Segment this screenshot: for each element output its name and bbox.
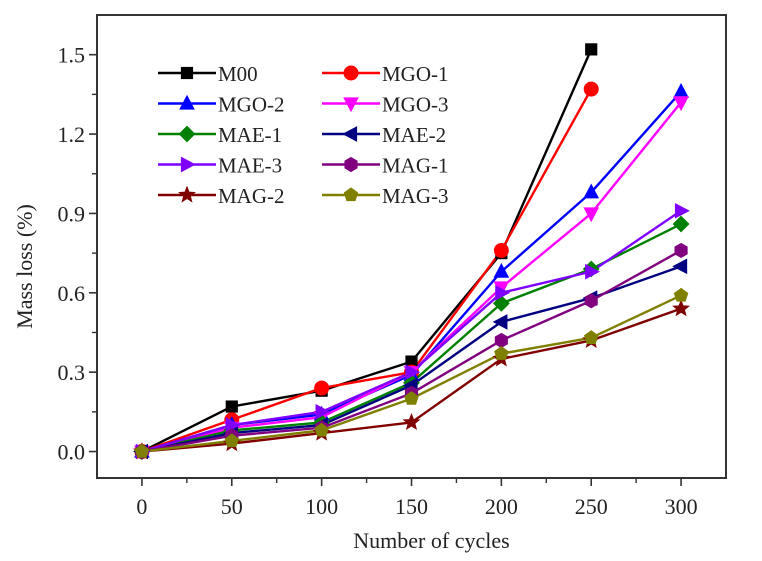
y-axis-title: Mass loss (%) [12,204,37,329]
legend-marker [180,66,194,80]
y-tick-label: 1.5 [58,43,86,68]
x-axis-title: Number of cycles [353,528,509,553]
data-point-mgo-1 [314,380,330,396]
legend-label: MGO-2 [218,93,285,117]
legend-item-m00: M00 [158,62,258,86]
legend-marker [180,156,196,173]
data-point-m00 [225,400,238,413]
legend-item-mae-2: MAE-2 [322,123,446,147]
data-point-mae-3 [405,364,421,380]
data-point-mag-3 [404,391,419,405]
x-tick-label: 100 [305,494,338,519]
data-point-mag-1 [584,293,598,309]
legend-marker [178,185,196,203]
data-point-mag-3 [673,287,689,302]
data-point-m00 [585,43,598,56]
legend-label: MGO-3 [382,93,449,117]
data-point-mag-3 [314,422,329,437]
legend-item-mgo-1: MGO-1 [322,62,449,86]
legend-label: MAE-1 [218,123,282,147]
y-tick-label: 0.6 [58,281,86,306]
data-point-mgo-1 [583,81,599,97]
legend-item-mgo-3: MGO-3 [322,93,449,117]
data-point-mae-3 [585,263,600,280]
legend-marker [342,126,358,142]
data-point-mgo-2 [583,183,600,199]
data-point-mae-2 [492,314,508,330]
data-point-mag-3 [224,433,240,448]
series-line-mgo-1 [141,88,593,453]
legend-item-mae-1: MAE-1 [158,123,282,147]
x-tick-label: 150 [395,494,428,519]
legend-label: MAG-3 [382,184,449,208]
data-point-mag-3 [134,443,150,458]
series-line-m00 [141,48,593,453]
data-point-mgo-3 [583,207,600,223]
legend-label: MAG-1 [382,154,449,178]
legend-label: MAE-3 [218,154,282,178]
data-point-mgo-2 [673,82,689,98]
legend-marker [344,156,358,173]
legend-item-mag-1: MAG-1 [322,154,449,178]
x-tick-label: 0 [136,494,147,519]
data-point-mae-3 [225,417,241,433]
y-tick-label: 1.2 [58,122,86,147]
data-point-mag-1 [674,242,688,259]
legend-label: M00 [218,62,258,86]
data-point-mae-1 [492,294,510,312]
y-tick-label: 0.9 [58,201,86,226]
legend-marker [178,125,196,143]
data-point-mae-1 [672,215,690,233]
legend-label: MGO-1 [382,62,449,86]
legend: M00 MGO-1 MGO-2 MGO-3 MAE-1 MAE-2 MAE-3 MAG-1 MA… [158,62,449,208]
data-point-mag-3 [494,346,509,360]
data-point-mag-3 [583,330,599,344]
legend-item-mae-3: MAE-3 [158,154,282,178]
x-axis: 0 50 100 150 200 250 300 [136,478,698,519]
data-point-mae-3 [495,284,511,301]
y-axis: 0.0 0.3 0.6 0.9 1.2 1.5 [58,43,97,465]
data-point-mae-3 [674,202,690,219]
legend-label: MAE-2 [382,123,446,147]
legend-item-mgo-2: MGO-2 [158,93,285,117]
series-markers [132,43,691,461]
legend-item-mag-2: MAG-2 [158,184,285,208]
legend-marker [343,187,359,202]
data-point-mag-2 [402,413,421,431]
data-point-mgo-1 [493,242,509,258]
legend-marker [179,94,195,110]
legend-marker [343,97,359,113]
y-tick-label: 0.0 [58,440,86,465]
y-tick-label: 0.3 [58,360,86,385]
data-point-mgo-3 [673,96,689,112]
data-point-mag-1 [494,332,508,349]
x-tick-label: 250 [575,494,608,519]
x-tick-label: 300 [665,494,698,519]
x-tick-label: 200 [485,494,518,519]
data-point-mae-3 [315,404,331,420]
legend-marker [343,65,359,81]
data-point-mag-2 [672,299,691,317]
x-tick-label: 50 [221,494,243,519]
legend-label: MAG-2 [218,184,285,208]
data-point-mae-2 [672,258,688,275]
legend-item-mag-3: MAG-3 [322,184,449,208]
data-point-mgo-2 [493,262,510,278]
